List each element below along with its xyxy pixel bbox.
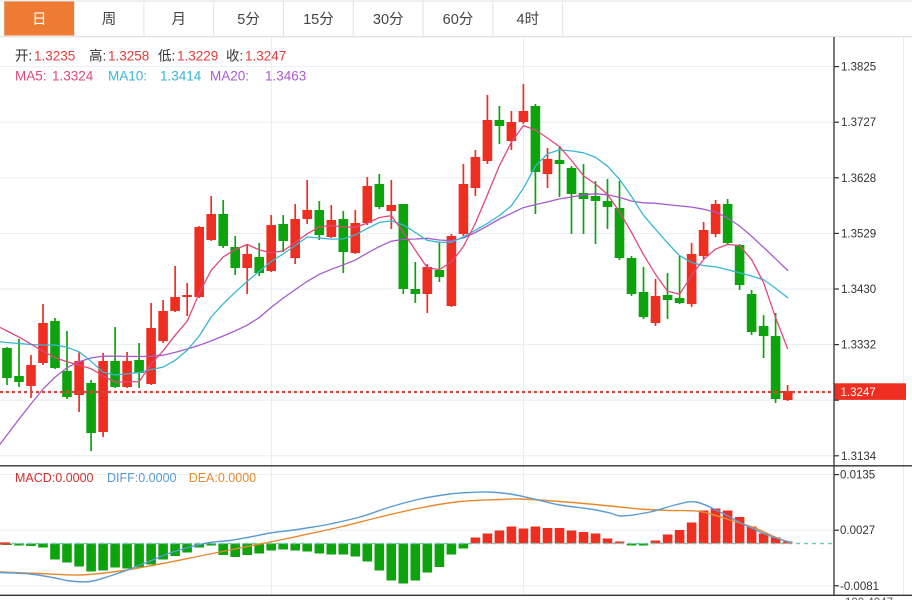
svg-text:1.3529: 1.3529 [841,228,876,240]
svg-text:1.3258: 1.3258 [108,49,149,64]
svg-text:4时: 4时 [517,11,540,28]
svg-text:开:: 开: [15,49,32,64]
svg-text:DEA:0.0000: DEA:0.0000 [189,471,256,485]
svg-text:MA20:: MA20: [210,69,249,84]
svg-text:1.3414: 1.3414 [160,69,202,84]
svg-text:1.3229: 1.3229 [177,49,218,64]
svg-text:1.3430: 1.3430 [841,284,876,296]
svg-text:DIFF:0.0000: DIFF:0.0000 [107,471,177,485]
svg-text:1.3247: 1.3247 [245,49,286,64]
svg-text:1.3247: 1.3247 [841,387,876,399]
svg-text:1.3463: 1.3463 [265,69,306,84]
svg-text:1.3332: 1.3332 [841,340,876,352]
svg-text:15分: 15分 [303,11,334,28]
svg-text:0.0135: 0.0135 [840,470,875,482]
svg-text:周: 周 [102,12,117,28]
svg-text:MA10:: MA10: [108,69,147,84]
svg-text:1.3825: 1.3825 [841,62,876,74]
svg-text:高:: 高: [89,48,106,64]
svg-text:30分: 30分 [373,11,404,28]
svg-text:5分: 5分 [237,11,260,28]
svg-text:低:: 低: [158,49,175,64]
svg-text:MACD:0.0000: MACD:0.0000 [15,471,94,485]
svg-text:1.3324: 1.3324 [52,69,94,84]
svg-text:1.3134: 1.3134 [841,451,877,463]
svg-text:1.3235: 1.3235 [34,49,75,64]
svg-text:月: 月 [172,12,187,28]
svg-text:日: 日 [32,12,47,28]
svg-text:-0.0081: -0.0081 [840,581,879,593]
svg-text:1.3628: 1.3628 [841,173,876,185]
svg-text:0.0027: 0.0027 [840,525,875,537]
svg-text:MA5:: MA5: [15,69,47,84]
svg-text:1.3727: 1.3727 [841,117,876,129]
svg-text:收:: 收: [226,49,243,64]
svg-text:60分: 60分 [443,11,474,28]
